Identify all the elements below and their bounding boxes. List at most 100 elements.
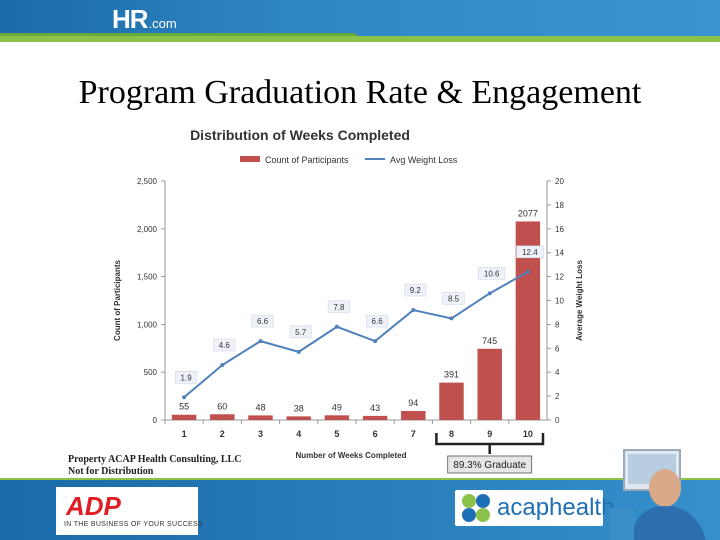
bar-week-7 (401, 411, 426, 420)
x-tick-label: 1 (182, 429, 187, 439)
weight-loss-point (220, 363, 225, 368)
weight-loss-label-box (213, 338, 236, 352)
weight-loss-point (296, 349, 301, 354)
weight-loss-label: 12.4 (522, 248, 538, 257)
y2-tick-label: 16 (555, 225, 564, 234)
weight-loss-label-box (327, 300, 350, 314)
x-tick-label: 3 (258, 429, 263, 439)
y-axis-title: Count of Participants (113, 260, 122, 341)
y-tick-label: 2,000 (137, 225, 158, 234)
y2-tick-label: 20 (555, 177, 564, 186)
weight-loss-label-box (289, 325, 312, 339)
y2-tick-label: 12 (555, 273, 564, 282)
bar-value-label: 2077 (518, 208, 538, 218)
legend-label-weight-loss: Avg Weight Loss (390, 155, 458, 165)
y2-tick-label: 8 (555, 320, 560, 329)
bar-week-9 (477, 348, 502, 420)
y2-tick-label: 10 (555, 297, 564, 306)
bar-value-label: 94 (408, 398, 418, 408)
x-tick-label: 7 (411, 429, 416, 439)
x-tick-label: 9 (487, 429, 492, 439)
bar-value-label: 55 (179, 402, 189, 412)
x-tick-label: 6 (373, 429, 378, 439)
acap-logo: acaphealth (497, 494, 615, 521)
bar-value-label: 49 (332, 402, 342, 412)
weight-loss-label: 6.6 (372, 317, 384, 326)
bar-value-label: 745 (482, 336, 497, 346)
graduate-callout: 89.3% Graduate (453, 460, 526, 471)
weight-loss-label-box (516, 245, 544, 259)
adp-tagline: IN THE BUSINESS OF YOUR SUCCESS (64, 521, 203, 528)
legend-swatch-participants (240, 156, 260, 162)
footnote-line-1: Property ACAP Health Consulting, LLC (68, 454, 242, 465)
hr-logo-suffix: .com (148, 16, 177, 31)
bar-value-label: 60 (217, 401, 227, 411)
x-tick-label: 2 (220, 429, 225, 439)
adp-logo-box: ADP IN THE BUSINESS OF YOUR SUCCESS (56, 487, 203, 535)
weight-loss-label-box (251, 314, 274, 328)
weight-loss-label: 7.8 (333, 303, 345, 312)
y2-tick-label: 0 (555, 416, 560, 425)
bar-week-6 (362, 415, 388, 420)
weight-loss-point (487, 291, 492, 296)
weight-loss-label: 9.2 (410, 286, 422, 295)
weight-loss-label-box (366, 314, 389, 328)
weight-loss-label: 6.6 (257, 317, 269, 326)
graduate-callout-box (447, 455, 533, 474)
weight-loss-label-box (442, 292, 465, 305)
weight-loss-line (183, 270, 529, 399)
y-tick-label: 1,000 (137, 320, 158, 329)
hr-logo-main: HR (112, 4, 149, 34)
y2-tick-label: 4 (555, 368, 560, 377)
bar-value-label: 38 (294, 403, 304, 413)
weight-loss-label-box (404, 283, 427, 297)
weight-loss-label: 5.7 (295, 328, 307, 337)
weight-loss-point (373, 339, 378, 344)
hr-logo[interactable]: HR.com (112, 4, 177, 35)
weight-loss-point (525, 269, 530, 274)
y2-tick-label: 2 (555, 392, 560, 401)
acap-logo-box: acaphealth (455, 490, 614, 526)
weeks-completed-chart: Distribution of Weeks Completed Count of … (113, 127, 584, 474)
bar-value-label: 391 (444, 370, 459, 380)
property-footnote: Property ACAP Health Consulting, LLC Not… (68, 454, 241, 478)
bar-week-8 (439, 382, 464, 420)
weight-loss-label: 10.6 (484, 269, 500, 278)
weight-loss-label: 8.5 (448, 294, 460, 303)
weight-loss-point (182, 395, 187, 400)
bar-week-1 (171, 414, 197, 420)
bar-week-3 (248, 415, 273, 420)
x-tick-label: 10 (523, 429, 533, 439)
x-tick-label: 5 (334, 429, 339, 439)
x-tick-label: 8 (449, 429, 454, 439)
bar-week-2 (210, 414, 235, 420)
y2-tick-label: 6 (555, 344, 560, 353)
y-tick-label: 1,500 (137, 273, 158, 282)
person-at-computer-icon (610, 449, 706, 540)
weight-loss-label: 1.9 (181, 373, 193, 382)
x-tick-label: 4 (296, 429, 301, 439)
y2-tick-label: 14 (555, 249, 564, 258)
y-tick-label: 500 (144, 368, 158, 377)
bar-value-label: 48 (255, 402, 265, 412)
chart-title: Distribution of Weeks Completed (190, 127, 410, 143)
y-tick-label: 0 (153, 416, 158, 425)
y2-axis-title: Average Weight Loss (575, 260, 584, 341)
x-axis-title: Number of Weeks Completed (296, 451, 407, 460)
bar-week-5 (324, 415, 350, 420)
slide-title: Program Graduation Rate & Engagement (78, 74, 642, 111)
weight-loss-point (258, 339, 263, 344)
y-tick-label: 2,500 (137, 177, 158, 186)
weight-loss-point (449, 316, 454, 321)
header-accent-stripe (0, 36, 720, 42)
y2-tick-label: 18 (555, 201, 564, 210)
weight-loss-label-box (175, 371, 198, 384)
weight-loss-label-box (478, 267, 506, 280)
bar-week-4 (286, 416, 311, 420)
bar-value-label: 43 (370, 403, 380, 413)
footnote-line-2: Not for Distribution (68, 466, 154, 477)
weight-loss-point (334, 324, 339, 329)
legend-label-participants: Count of Participants (265, 155, 349, 165)
acap-mark-icon (462, 494, 490, 522)
weight-loss-point (411, 308, 416, 313)
